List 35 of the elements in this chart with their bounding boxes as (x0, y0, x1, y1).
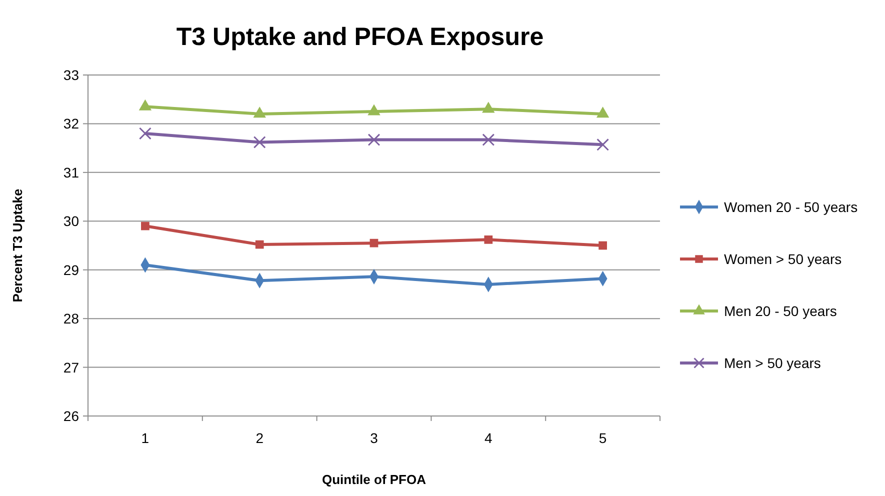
point (138, 99, 152, 110)
point (482, 102, 495, 113)
legend-label: Men > 50 years (724, 355, 821, 371)
point (253, 106, 266, 118)
point (141, 222, 150, 230)
x-tick-label: 2 (256, 430, 264, 446)
point (253, 136, 266, 148)
y-tick-label: 31 (63, 164, 80, 180)
x-tick-label: 3 (370, 430, 378, 446)
point (370, 238, 378, 248)
x-axis-title: Quintile of PFOA (322, 472, 427, 487)
point (484, 235, 493, 244)
x-tick-label: 4 (484, 430, 492, 446)
chart-title: T3 Uptake and PFOA Exposure (176, 23, 544, 51)
y-tick-label: 28 (63, 310, 80, 327)
point (368, 104, 380, 116)
y-axis-title: Percent T3 Uptake (10, 188, 25, 302)
y-tick-label: 29 (63, 262, 80, 278)
y-tick-label: 32 (63, 116, 80, 132)
y-tick-label: 30 (63, 213, 80, 230)
point (368, 134, 380, 146)
y-tick-label: 27 (63, 359, 80, 376)
x-tick-label: 5 (598, 430, 607, 446)
legend-label: Women 20 - 50 years (724, 199, 858, 215)
point (255, 240, 264, 249)
legend-label: Men 20 - 50 years (724, 303, 837, 319)
point (138, 127, 152, 140)
y-tick-label: 26 (63, 408, 80, 424)
y-tick-label: 33 (63, 67, 80, 83)
legend-label: Women > 50 years (724, 251, 842, 267)
point (598, 241, 607, 250)
point (482, 134, 495, 146)
point (596, 106, 610, 118)
x-tick-label: 1 (141, 430, 150, 446)
point (596, 138, 610, 151)
